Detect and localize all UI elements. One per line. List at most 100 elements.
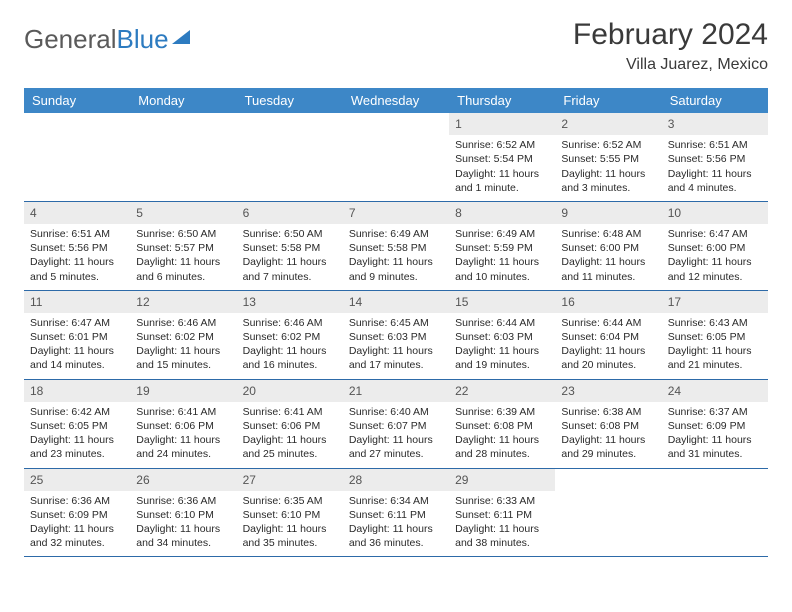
sunrise-line: Sunrise: 6:42 AM (30, 405, 124, 419)
day-number: 22 (449, 380, 555, 402)
daylight-line: Daylight: 11 hours and 12 minutes. (668, 255, 762, 283)
daylight-line: Daylight: 11 hours and 3 minutes. (561, 167, 655, 195)
day-details: Sunrise: 6:34 AMSunset: 6:11 PMDaylight:… (343, 491, 449, 557)
sunrise-line: Sunrise: 6:38 AM (561, 405, 655, 419)
day-number: 14 (343, 291, 449, 313)
daylight-line: Daylight: 11 hours and 20 minutes. (561, 344, 655, 372)
sunrise-line: Sunrise: 6:45 AM (349, 316, 443, 330)
sunrise-line: Sunrise: 6:33 AM (455, 494, 549, 508)
day-number: 1 (449, 113, 555, 135)
sunrise-line: Sunrise: 6:39 AM (455, 405, 549, 419)
sunset-line: Sunset: 6:10 PM (136, 508, 230, 522)
calendar-day-cell: 28Sunrise: 6:34 AMSunset: 6:11 PMDayligh… (343, 469, 449, 557)
sunrise-line: Sunrise: 6:44 AM (455, 316, 549, 330)
day-number: 25 (24, 469, 130, 491)
day-number: 20 (237, 380, 343, 402)
calendar-row: 11Sunrise: 6:47 AMSunset: 6:01 PMDayligh… (24, 291, 768, 380)
day-number: 3 (662, 113, 768, 135)
weekday-header: Saturday (662, 88, 768, 113)
day-number: 26 (130, 469, 236, 491)
sunset-line: Sunset: 5:58 PM (349, 241, 443, 255)
daylight-line: Daylight: 11 hours and 38 minutes. (455, 522, 549, 550)
sunset-line: Sunset: 5:56 PM (30, 241, 124, 255)
weekday-header: Wednesday (343, 88, 449, 113)
sunset-line: Sunset: 6:08 PM (561, 419, 655, 433)
day-details: Sunrise: 6:37 AMSunset: 6:09 PMDaylight:… (662, 402, 768, 468)
sunrise-line: Sunrise: 6:35 AM (243, 494, 337, 508)
calendar-day-cell: 13Sunrise: 6:46 AMSunset: 6:02 PMDayligh… (237, 291, 343, 379)
day-details: Sunrise: 6:39 AMSunset: 6:08 PMDaylight:… (449, 402, 555, 468)
daylight-line: Daylight: 11 hours and 5 minutes. (30, 255, 124, 283)
daylight-line: Daylight: 11 hours and 19 minutes. (455, 344, 549, 372)
calendar-day-cell: 8Sunrise: 6:49 AMSunset: 5:59 PMDaylight… (449, 202, 555, 290)
day-number: 6 (237, 202, 343, 224)
daylight-line: Daylight: 11 hours and 23 minutes. (30, 433, 124, 461)
day-number: 7 (343, 202, 449, 224)
weekday-header: Sunday (24, 88, 130, 113)
calendar-day-cell: 12Sunrise: 6:46 AMSunset: 6:02 PMDayligh… (130, 291, 236, 379)
calendar-day-cell: 9Sunrise: 6:48 AMSunset: 6:00 PMDaylight… (555, 202, 661, 290)
day-number: 15 (449, 291, 555, 313)
sunset-line: Sunset: 5:59 PM (455, 241, 549, 255)
sunrise-line: Sunrise: 6:41 AM (243, 405, 337, 419)
day-details: Sunrise: 6:46 AMSunset: 6:02 PMDaylight:… (130, 313, 236, 379)
sunset-line: Sunset: 6:00 PM (561, 241, 655, 255)
day-details: Sunrise: 6:45 AMSunset: 6:03 PMDaylight:… (343, 313, 449, 379)
sunrise-line: Sunrise: 6:52 AM (455, 138, 549, 152)
day-details: Sunrise: 6:51 AMSunset: 5:56 PMDaylight:… (24, 224, 130, 290)
sunrise-line: Sunrise: 6:51 AM (30, 227, 124, 241)
sunset-line: Sunset: 6:11 PM (349, 508, 443, 522)
calendar-empty-cell (343, 113, 449, 201)
sunrise-line: Sunrise: 6:41 AM (136, 405, 230, 419)
day-details: Sunrise: 6:47 AMSunset: 6:00 PMDaylight:… (662, 224, 768, 290)
sunset-line: Sunset: 6:00 PM (668, 241, 762, 255)
calendar-day-cell: 10Sunrise: 6:47 AMSunset: 6:00 PMDayligh… (662, 202, 768, 290)
sunset-line: Sunset: 5:57 PM (136, 241, 230, 255)
daylight-line: Daylight: 11 hours and 16 minutes. (243, 344, 337, 372)
sunrise-line: Sunrise: 6:48 AM (561, 227, 655, 241)
day-number: 19 (130, 380, 236, 402)
sunrise-line: Sunrise: 6:46 AM (136, 316, 230, 330)
calendar-row: 18Sunrise: 6:42 AMSunset: 6:05 PMDayligh… (24, 380, 768, 469)
day-number: 8 (449, 202, 555, 224)
day-details: Sunrise: 6:46 AMSunset: 6:02 PMDaylight:… (237, 313, 343, 379)
weekday-header: Thursday (449, 88, 555, 113)
daylight-line: Daylight: 11 hours and 15 minutes. (136, 344, 230, 372)
sunrise-line: Sunrise: 6:50 AM (136, 227, 230, 241)
day-number: 13 (237, 291, 343, 313)
day-number: 28 (343, 469, 449, 491)
calendar-day-cell: 2Sunrise: 6:52 AMSunset: 5:55 PMDaylight… (555, 113, 661, 201)
calendar-day-cell: 25Sunrise: 6:36 AMSunset: 6:09 PMDayligh… (24, 469, 130, 557)
day-details: Sunrise: 6:49 AMSunset: 5:59 PMDaylight:… (449, 224, 555, 290)
day-details: Sunrise: 6:33 AMSunset: 6:11 PMDaylight:… (449, 491, 555, 557)
day-number: 12 (130, 291, 236, 313)
day-details: Sunrise: 6:44 AMSunset: 6:04 PMDaylight:… (555, 313, 661, 379)
calendar-day-cell: 7Sunrise: 6:49 AMSunset: 5:58 PMDaylight… (343, 202, 449, 290)
day-details: Sunrise: 6:52 AMSunset: 5:54 PMDaylight:… (449, 135, 555, 201)
calendar-empty-cell (555, 469, 661, 557)
sunset-line: Sunset: 6:11 PM (455, 508, 549, 522)
day-number: 2 (555, 113, 661, 135)
daylight-line: Daylight: 11 hours and 10 minutes. (455, 255, 549, 283)
weekday-header: Tuesday (237, 88, 343, 113)
day-number: 10 (662, 202, 768, 224)
daylight-line: Daylight: 11 hours and 24 minutes. (136, 433, 230, 461)
day-details: Sunrise: 6:35 AMSunset: 6:10 PMDaylight:… (237, 491, 343, 557)
calendar-day-cell: 20Sunrise: 6:41 AMSunset: 6:06 PMDayligh… (237, 380, 343, 468)
month-title: February 2024 (573, 18, 768, 52)
calendar-body: 1Sunrise: 6:52 AMSunset: 5:54 PMDaylight… (24, 113, 768, 557)
sunset-line: Sunset: 6:01 PM (30, 330, 124, 344)
day-details: Sunrise: 6:36 AMSunset: 6:10 PMDaylight:… (130, 491, 236, 557)
sunset-line: Sunset: 5:54 PM (455, 152, 549, 166)
sunset-line: Sunset: 6:08 PM (455, 419, 549, 433)
sunrise-line: Sunrise: 6:52 AM (561, 138, 655, 152)
calendar-day-cell: 15Sunrise: 6:44 AMSunset: 6:03 PMDayligh… (449, 291, 555, 379)
sunrise-line: Sunrise: 6:49 AM (455, 227, 549, 241)
calendar-day-cell: 4Sunrise: 6:51 AMSunset: 5:56 PMDaylight… (24, 202, 130, 290)
daylight-line: Daylight: 11 hours and 17 minutes. (349, 344, 443, 372)
daylight-line: Daylight: 11 hours and 25 minutes. (243, 433, 337, 461)
calendar-empty-cell (237, 113, 343, 201)
sunset-line: Sunset: 6:03 PM (349, 330, 443, 344)
calendar-day-cell: 23Sunrise: 6:38 AMSunset: 6:08 PMDayligh… (555, 380, 661, 468)
day-number: 24 (662, 380, 768, 402)
